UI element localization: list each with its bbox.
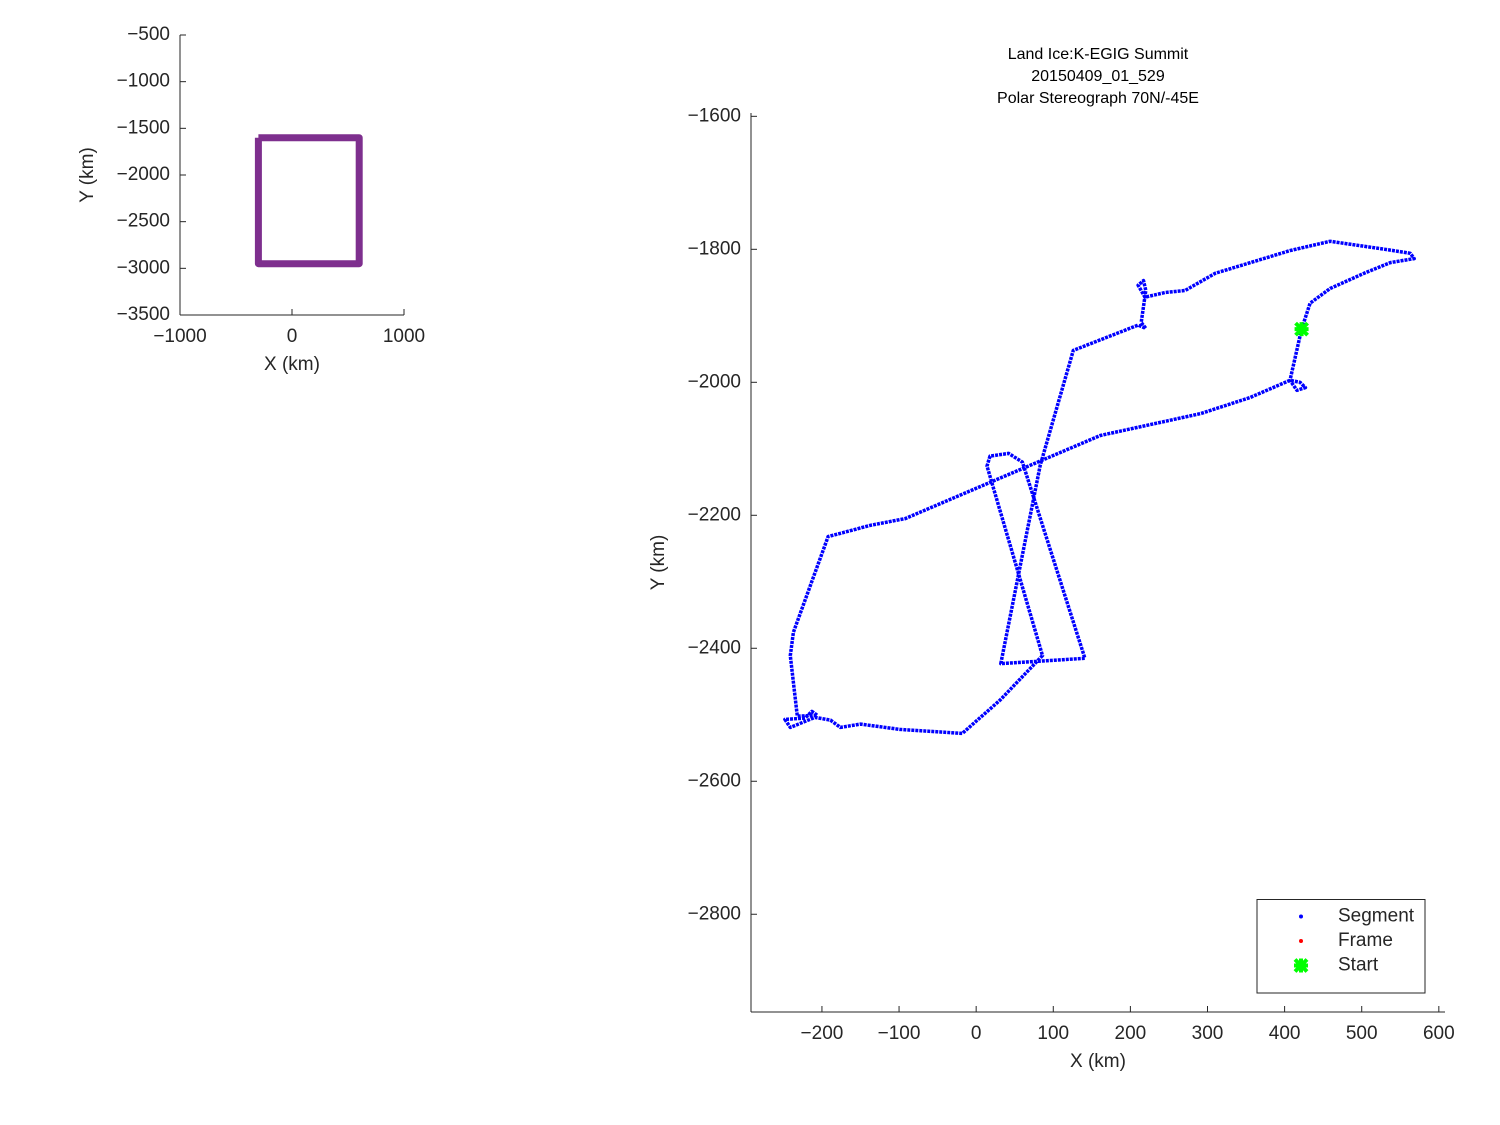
x-tick-label: −200 [801, 1023, 844, 1044]
legend: Segment Frame Start [1256, 899, 1426, 994]
y-tick-label: −1500 [117, 117, 170, 138]
legend-marker [1293, 958, 1309, 973]
y-tick-label: −1000 [117, 71, 170, 92]
series-group [254, 134, 363, 268]
y-tick-label: −3000 [117, 257, 170, 278]
y-tick-label: −2200 [688, 504, 741, 525]
y-tick-label: −3500 [117, 304, 170, 325]
x-axis-label: X (km) [264, 354, 320, 375]
axes: −500−1000−1500−2000−2500−3000−3500−1000 0… [77, 24, 425, 375]
y-tick-label: −2500 [117, 211, 170, 232]
y-tick-label: −1800 [688, 238, 741, 259]
x-tick-label: 200 [1115, 1023, 1147, 1044]
legend-marker [1299, 914, 1303, 919]
y-axis-label: Y (km) [77, 147, 98, 203]
chart-title: 20150409_01_529 [1031, 68, 1165, 85]
legend-marker [1299, 939, 1303, 943]
x-tick-label: 600 [1423, 1023, 1455, 1044]
x-tick-label: 0 [971, 1023, 982, 1044]
x-axis-label: X (km) [1070, 1051, 1126, 1072]
chart-title: Polar Stereograph 70N/-45E [997, 90, 1199, 107]
y-tick-label: −2400 [688, 637, 741, 658]
legend-box [1256, 899, 1426, 994]
chart-title: Land Ice:K-EGIG Summit [1008, 46, 1189, 63]
axes: −1600 −1800 −2000 −2200 −2400 −2600 −2800 −200 −… [648, 46, 1455, 1072]
y-tick-label: −2000 [117, 164, 170, 185]
x-tick-label: 1000 [383, 326, 425, 347]
y-tick-label: −1600 [688, 105, 741, 126]
y-tick-label: −500 [127, 24, 170, 45]
y-tick-label: −2000 [688, 371, 741, 392]
x-tick-label: −1000 [153, 326, 206, 347]
x-tick-label: 0 [287, 326, 298, 347]
x-tick-label: −100 [878, 1023, 921, 1044]
legend-label: Frame [1338, 930, 1393, 951]
segment-track [783, 239, 1416, 736]
x-tick-label: 100 [1037, 1023, 1069, 1044]
legend-label: Start [1338, 955, 1379, 976]
y-tick-label: −2600 [688, 770, 741, 791]
y-tick-label: −2800 [688, 903, 741, 924]
outline-line [254, 134, 363, 268]
x-tick-label: 300 [1192, 1023, 1224, 1044]
series-group [783, 239, 1416, 736]
x-tick-label: 500 [1346, 1023, 1378, 1044]
y-axis-label: Y (km) [648, 535, 669, 591]
x-tick-label: 400 [1269, 1023, 1301, 1044]
legend-label: Segment [1338, 906, 1415, 927]
start-marker [1294, 321, 1309, 337]
